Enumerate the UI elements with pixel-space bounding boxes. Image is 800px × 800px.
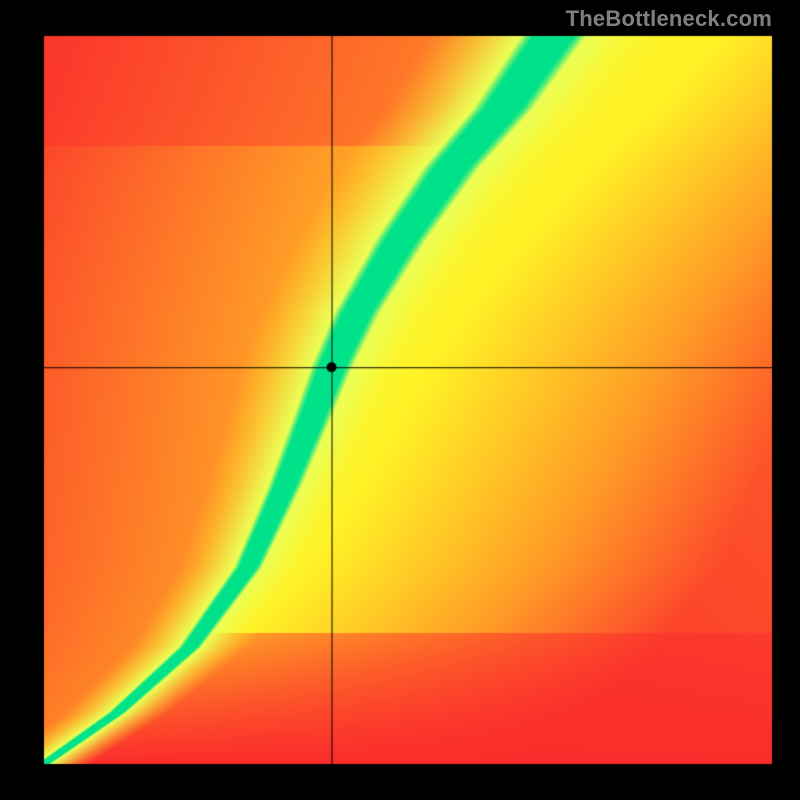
bottleneck-heatmap xyxy=(0,0,800,800)
watermark-label: TheBottleneck.com xyxy=(566,6,772,32)
chart-container: TheBottleneck.com xyxy=(0,0,800,800)
